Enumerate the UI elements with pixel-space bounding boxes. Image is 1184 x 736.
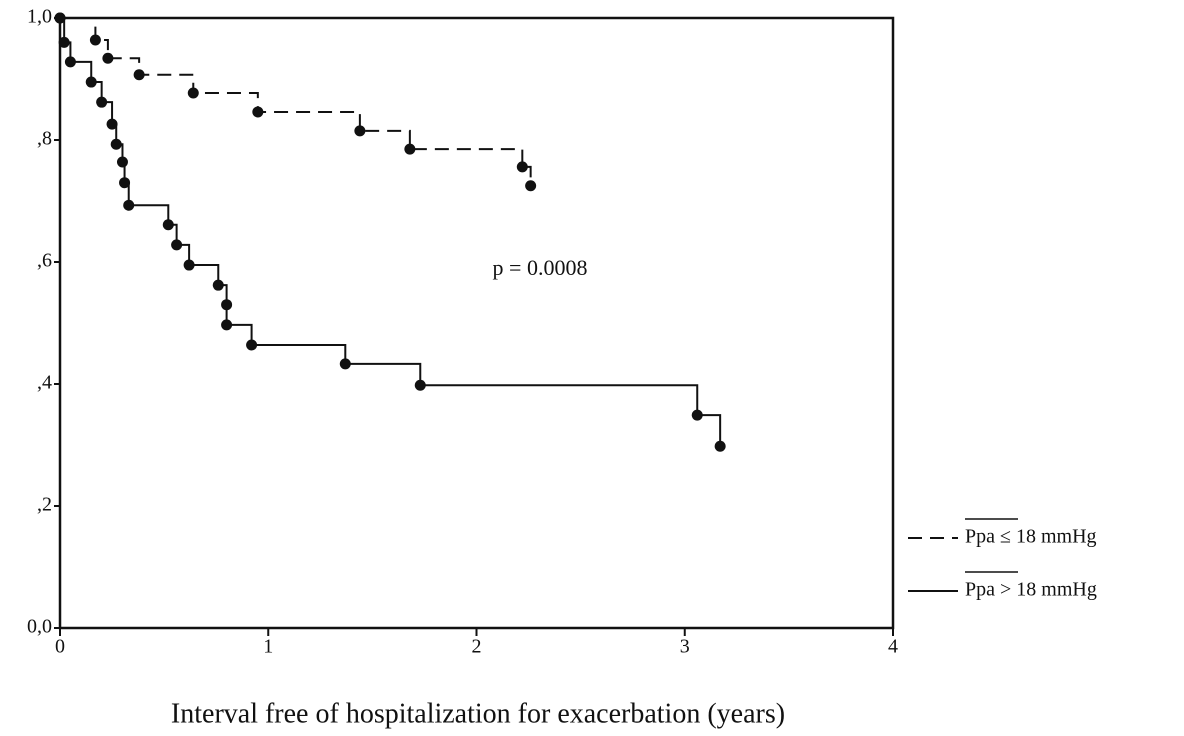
censor-marker	[414, 379, 426, 391]
censor-marker	[525, 180, 537, 192]
censor-marker	[691, 409, 703, 421]
censor-marker	[58, 36, 70, 48]
censor-marker	[187, 87, 199, 99]
x-axis-label: Interval free of hospitalization for exa…	[171, 698, 785, 729]
legend-label: Ppa ≤ 18 mmHg	[965, 526, 1097, 548]
x-tick-label: 2	[472, 636, 482, 658]
survival-line	[60, 17, 532, 186]
censor-marker	[110, 138, 122, 150]
censor-marker	[221, 299, 233, 311]
censor-marker	[171, 239, 183, 251]
y-tick-label: ,2	[37, 494, 52, 516]
survival-line	[60, 17, 722, 447]
censor-marker	[212, 279, 224, 291]
censor-marker	[85, 76, 97, 88]
x-tick-label: 0	[55, 636, 65, 658]
censor-marker	[404, 143, 416, 155]
legend-label: Ppa > 18 mmHg	[965, 579, 1097, 601]
censor-marker	[54, 12, 66, 24]
censor-marker	[354, 125, 366, 137]
censor-marker	[252, 106, 264, 118]
censor-marker	[516, 161, 528, 173]
p-value: p = 0.0008	[493, 255, 588, 280]
censor-marker	[162, 219, 174, 231]
plot-frame	[58, 16, 895, 630]
censor-marker	[106, 118, 118, 130]
censor-marker	[96, 96, 108, 108]
censor-marker	[714, 440, 726, 452]
censor-marker	[246, 339, 258, 351]
censor-marker	[89, 34, 101, 46]
y-tick-label: ,8	[37, 128, 52, 150]
censor-marker	[123, 199, 135, 211]
censor-marker	[119, 177, 131, 189]
y-tick-label: ,6	[37, 250, 52, 272]
legend: Ppa ≤ 18 mmHg Ppa > 18 mmHg	[908, 518, 1097, 601]
censor-marker	[339, 358, 351, 370]
censor-marker	[116, 156, 128, 168]
censor-marker	[183, 259, 195, 271]
censor-marker	[64, 56, 76, 68]
x-tick-label: 3	[680, 636, 690, 658]
y-tick-label: 1,0	[27, 6, 52, 28]
censor-marker	[133, 69, 145, 81]
y-tick-label: 0,0	[27, 616, 52, 638]
x-tick-label: 4	[888, 636, 898, 658]
censor-marker	[221, 319, 233, 331]
y-tick-label: ,4	[37, 372, 52, 394]
x-tick-label: 1	[263, 636, 273, 658]
censor-marker	[102, 52, 114, 64]
